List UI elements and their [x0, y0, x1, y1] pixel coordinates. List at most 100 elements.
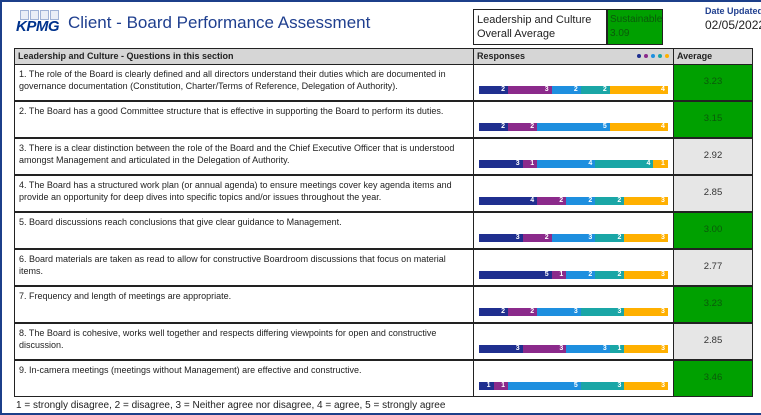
- legend-dot-5: [665, 54, 669, 58]
- response-segment-5: 4: [609, 86, 668, 94]
- response-segment-3: 5: [508, 382, 581, 390]
- question-cell: 7. Frequency and length of meetings are …: [14, 286, 474, 323]
- date-value: 02/05/2022: [705, 18, 761, 32]
- response-segment-3: 2: [551, 86, 581, 94]
- response-legend: [637, 54, 669, 58]
- response-segment-5: 3: [624, 271, 668, 279]
- legend-dot-3: [651, 54, 655, 58]
- response-segment-5: 3: [624, 234, 668, 242]
- response-segment-1: 2: [479, 123, 509, 131]
- response-segment-3: 3: [537, 308, 581, 316]
- response-segment-2: 1: [522, 160, 538, 168]
- question-cell: 8. The Board is cohesive, works well tog…: [14, 323, 474, 360]
- question-cell: 2. The Board has a good Committee struct…: [14, 101, 474, 138]
- response-segment-2: 2: [522, 234, 552, 242]
- response-segment-2: 3: [522, 345, 567, 353]
- response-segment-4: 2: [580, 86, 610, 94]
- response-segment-1: 1: [479, 382, 494, 390]
- summary-value-box: Sustainable 3.09: [607, 9, 663, 45]
- response-segment-2: 2: [508, 123, 538, 131]
- average-header: Average: [673, 48, 753, 65]
- question-cell: 3. There is a clear distinction between …: [14, 138, 474, 175]
- average-cell: 3.23: [673, 64, 753, 101]
- average-cell: 2.77: [673, 249, 753, 286]
- summary-label: Leadership and Culture Overall Average: [473, 9, 607, 45]
- average-cell: 3.46: [673, 360, 753, 397]
- average-cell: 2.85: [673, 323, 753, 360]
- response-segment-3: 4: [537, 160, 596, 168]
- question-cell: 4. The Board has a structured work plan …: [14, 175, 474, 212]
- response-segment-2: 1: [493, 382, 509, 390]
- questions-header: Leadership and Culture - Questions in th…: [14, 48, 474, 65]
- response-segment-1: 2: [479, 86, 509, 94]
- response-segment-2: 2: [537, 197, 567, 205]
- question-cell: 5. Board discussions reach conclusions t…: [14, 212, 474, 249]
- response-segment-3: 2: [566, 271, 596, 279]
- response-segment-5: 3: [624, 382, 668, 390]
- response-segment-1: 3: [479, 345, 523, 353]
- average-cell: 3.00: [673, 212, 753, 249]
- response-segment-5: 4: [609, 123, 668, 131]
- response-segment-4: 2: [595, 271, 625, 279]
- legend-dot-2: [644, 54, 648, 58]
- response-segment-1: 2: [479, 308, 509, 316]
- logo-text: KPMG: [16, 18, 60, 35]
- summary-value: 3.09: [610, 28, 630, 39]
- page-title: Client - Board Performance Assessment: [68, 13, 371, 32]
- average-cell: 2.85: [673, 175, 753, 212]
- response-segment-4: 2: [595, 234, 625, 242]
- response-segment-2: 3: [508, 86, 552, 94]
- average-cell: 3.23: [673, 286, 753, 323]
- legend-dot-4: [658, 54, 662, 58]
- question-cell: 9. In-camera meetings (meetings without …: [14, 360, 474, 397]
- response-segment-1: 5: [479, 271, 552, 279]
- response-segment-3: 2: [566, 197, 596, 205]
- response-segment-1: 3: [479, 160, 523, 168]
- scale-legend: 1 = strongly disagree, 2 = disagree, 3 =…: [16, 400, 446, 411]
- kpmg-logo: KPMG: [16, 10, 60, 36]
- response-segment-2: 2: [508, 308, 538, 316]
- response-segment-3: 3: [566, 345, 610, 353]
- legend-dot-1: [637, 54, 641, 58]
- date-label: Date Updated: [705, 6, 761, 16]
- response-segment-1: 4: [479, 197, 538, 205]
- response-segment-5: 1: [653, 160, 668, 168]
- response-segment-5: 3: [624, 197, 668, 205]
- response-segment-3: 3: [551, 234, 596, 242]
- responses-header: Responses: [473, 48, 674, 65]
- response-segment-5: 3: [624, 345, 668, 353]
- response-segment-3: 5: [537, 123, 610, 131]
- response-segment-4: 4: [595, 160, 654, 168]
- response-segment-4: 3: [580, 382, 625, 390]
- response-segment-4: 1: [609, 345, 625, 353]
- question-cell: 1. The role of the Board is clearly defi…: [14, 64, 474, 101]
- response-segment-1: 3: [479, 234, 523, 242]
- summary-status: Sustainable: [610, 14, 663, 25]
- question-cell: 6. Board materials are taken as read to …: [14, 249, 474, 286]
- responses-header-label: Responses: [477, 51, 526, 61]
- response-segment-2: 1: [551, 271, 567, 279]
- response-segment-4: 3: [580, 308, 625, 316]
- average-cell: 2.92: [673, 138, 753, 175]
- average-cell: 3.15: [673, 101, 753, 138]
- response-segment-5: 3: [624, 308, 668, 316]
